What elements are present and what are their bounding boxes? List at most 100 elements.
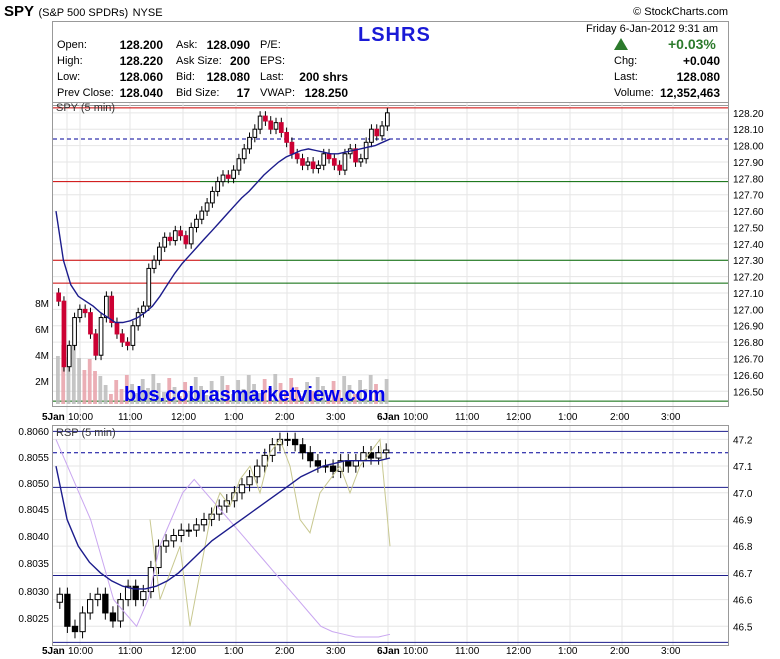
volume-bar — [177, 396, 182, 404]
rsp-candle — [337, 460, 344, 472]
rsp-candle — [178, 529, 185, 536]
rsp-candle — [307, 452, 314, 462]
spy-y-tick: 126.90 — [733, 322, 764, 333]
rsp-panel-frame — [52, 425, 729, 646]
volume-bar — [66, 357, 71, 404]
high-value: 128.220 — [119, 54, 163, 68]
volume-tick: 6M — [35, 325, 49, 336]
rsp-candle — [238, 484, 246, 494]
rsp-y-left-tick: 0.8040 — [18, 532, 49, 543]
rsp-x-tick: 12:00 — [171, 646, 196, 657]
rsp-candle — [185, 529, 192, 532]
spy-y-tick: 128.20 — [733, 109, 764, 120]
watermark: bbs.cobrasmarketview.com — [124, 384, 386, 406]
spy-candle — [247, 136, 252, 150]
open-label: Open: — [57, 39, 87, 51]
spy-panel-frame — [52, 102, 729, 407]
prev-close-label: Prev Close: — [57, 87, 114, 99]
rsp-candle — [170, 535, 177, 542]
spy-candle — [241, 148, 247, 160]
spy-y-tick: 127.40 — [733, 240, 764, 251]
volume-bar — [172, 387, 177, 404]
volume-bar — [93, 371, 97, 404]
volume-bar — [162, 392, 166, 404]
volume-bar — [130, 384, 135, 404]
volume-bar — [146, 388, 150, 404]
volume-bar — [220, 376, 225, 404]
rsp-candle — [56, 593, 63, 603]
rsp-candle — [155, 545, 162, 569]
symbol-name: (S&P 500 SPDRs) — [38, 7, 129, 19]
volume-bar — [124, 375, 129, 404]
ask-label: Ask: — [176, 39, 198, 51]
rsp-candle — [140, 591, 147, 601]
rsp-x-tick: 3:00 — [661, 646, 681, 657]
spy-y-tick: 127.00 — [733, 305, 764, 316]
spy-candle — [162, 236, 168, 248]
spy-candle — [199, 210, 205, 220]
volume-bar — [215, 390, 219, 404]
volume-bar — [236, 380, 241, 404]
spy-x-tick: 3:00 — [661, 412, 681, 423]
spy-y-tick: 126.50 — [733, 387, 764, 398]
rsp-candle — [314, 460, 322, 467]
rsp-candle — [329, 465, 337, 472]
volume-bar — [289, 378, 294, 404]
volume-bar — [167, 378, 172, 404]
rsp-candle — [231, 492, 238, 502]
volume-bar — [193, 377, 198, 404]
volume-bar — [109, 394, 113, 404]
bid-value: 128.080 — [206, 70, 250, 84]
volume-bar — [71, 346, 76, 404]
spy-candle — [284, 131, 289, 143]
spy-candle — [88, 312, 93, 335]
spy-candle — [263, 115, 268, 122]
spy-candle — [220, 174, 226, 183]
rsp-candle — [216, 505, 223, 515]
ask-size-value: 200 — [229, 54, 250, 68]
rsp-y-left-tick: 0.8035 — [18, 559, 49, 570]
spy-candle — [98, 317, 104, 356]
volume-bar — [87, 359, 92, 404]
spy-candle — [66, 344, 72, 368]
high-label: High: — [57, 55, 83, 67]
volume-bar — [368, 375, 373, 404]
volume-bar — [252, 384, 256, 404]
spy-candle — [358, 158, 364, 163]
rsp-candle — [87, 599, 94, 614]
rsp-candle — [102, 593, 109, 614]
volume-bar — [278, 383, 283, 404]
spy-candle — [331, 158, 337, 166]
rsp-y-right-tick: 46.7 — [733, 569, 753, 580]
spy-candle — [183, 235, 189, 245]
spy-candle — [125, 341, 130, 346]
volume-bar — [98, 376, 103, 404]
volume-bar — [230, 394, 235, 404]
volume-bar — [183, 382, 188, 404]
rsp-overlay-line — [55, 439, 391, 638]
rsp-candle — [124, 585, 132, 601]
bid-size-label: Bid Size: — [176, 87, 220, 99]
rsp-candle — [193, 524, 200, 531]
spy-candle — [294, 153, 300, 160]
spy-candle — [384, 112, 390, 127]
chg-value: +0.040 — [682, 54, 720, 68]
rsp-moving-average — [55, 457, 391, 590]
rsp-y-right-tick: 46.6 — [733, 596, 753, 607]
spy-x-tick: 10:00 — [68, 412, 93, 423]
spy-candle — [141, 305, 146, 314]
volume-bar — [188, 391, 193, 404]
spy-candle — [172, 230, 178, 242]
volume-bar — [204, 395, 209, 404]
last2-value: 128.080 — [676, 70, 720, 84]
rsp-candle — [147, 567, 155, 593]
volume-bar — [321, 386, 325, 404]
volume-bar — [56, 356, 60, 404]
spy-candle — [337, 164, 342, 171]
volume-bar — [331, 381, 336, 404]
spy-candle — [130, 325, 136, 346]
spy-candle — [119, 333, 125, 343]
last-label: Last: — [260, 71, 284, 83]
spy-candle — [135, 312, 141, 327]
volume-bar — [199, 386, 203, 404]
